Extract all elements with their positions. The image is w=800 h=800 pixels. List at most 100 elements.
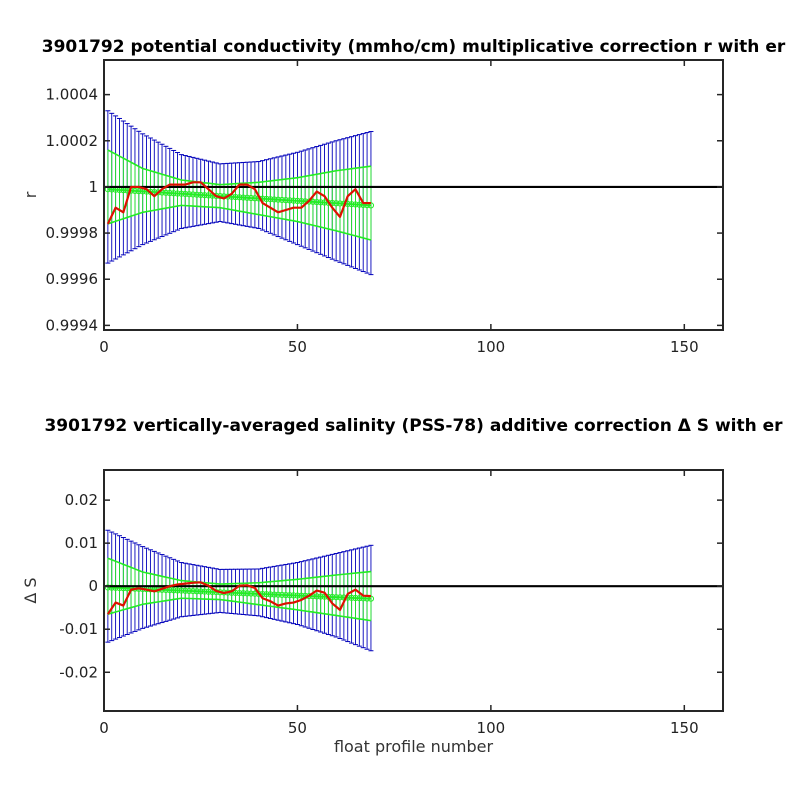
fit-point <box>317 593 324 600</box>
fit-point <box>189 191 197 198</box>
fit-point <box>333 200 340 207</box>
fit-point <box>170 587 177 594</box>
fit-point <box>186 587 193 595</box>
fit-point <box>147 188 154 195</box>
inner-band-upper <box>107 557 372 585</box>
fit-point <box>321 199 328 206</box>
fit-point <box>263 591 270 598</box>
fit-point <box>174 587 181 594</box>
x-tick-label: 100 <box>477 338 506 356</box>
fit-point <box>352 201 359 208</box>
fit-point <box>240 194 247 201</box>
y-tick-label: 0.9996 <box>46 270 99 288</box>
fit-point <box>166 189 173 197</box>
fit-point <box>205 588 212 595</box>
fit-point <box>309 198 317 205</box>
fit-point <box>155 189 162 196</box>
fit-point <box>244 590 251 597</box>
y-tick-label: -0.01 <box>59 620 98 638</box>
fit-point <box>313 198 320 206</box>
fit-point <box>193 191 200 198</box>
x-tick-label: 150 <box>670 719 699 737</box>
x-tick-label: 0 <box>99 719 109 737</box>
fit-point <box>313 593 320 600</box>
chart-panel-2: 0 50 100 150 -0.02 -0.01 0 0.01 0.02 3901792 vert… <box>21 416 783 756</box>
fit-point <box>294 592 301 599</box>
fit-point <box>197 191 204 199</box>
fit-point <box>182 587 189 594</box>
fit-point <box>348 201 355 208</box>
fit-point <box>201 192 208 199</box>
fit-point <box>274 591 282 598</box>
y-tick-label: 0.02 <box>65 491 98 509</box>
fit-point <box>271 196 278 203</box>
fit-point <box>178 190 185 197</box>
fit-point <box>197 588 204 595</box>
fit-point <box>263 195 270 203</box>
chart-panel-1: 0 50 100 150 0.9994 0.9996 0.9998 1 1.0002 1.0004… <box>21 37 786 356</box>
fit-point <box>178 587 185 594</box>
fit-point <box>205 192 212 199</box>
fit-point <box>232 193 239 201</box>
fit-point <box>170 190 177 197</box>
x-tick-label: 50 <box>288 338 307 356</box>
y-tick-label: 0 <box>88 577 98 595</box>
fit-point <box>131 187 139 194</box>
y-tick-label: 1 <box>88 178 98 196</box>
fit-point <box>166 587 173 594</box>
x-tick-label: 100 <box>477 719 506 737</box>
fit-point <box>201 588 208 595</box>
fit-point <box>329 593 336 601</box>
fit-point <box>108 584 115 591</box>
fit-point <box>174 190 181 197</box>
x-tick-label: 150 <box>670 338 699 356</box>
fit-point <box>305 198 313 205</box>
fit-point <box>189 588 197 595</box>
y-tick-label: 1.0004 <box>46 86 99 104</box>
fit-point <box>282 591 289 599</box>
x-axis-label: float profile number <box>334 737 494 756</box>
fit-point <box>298 198 305 205</box>
correction-line <box>106 181 371 225</box>
y-tick-label: 1.0002 <box>46 132 99 150</box>
fit-point <box>251 195 258 202</box>
fit-point <box>193 588 200 595</box>
axes-frame <box>103 469 724 712</box>
fit-point <box>267 591 274 598</box>
fit-point <box>336 594 344 601</box>
fit-point <box>317 199 324 206</box>
correction-line <box>106 581 372 615</box>
fit-point <box>290 197 297 204</box>
fit-point <box>333 594 340 601</box>
x-tick-label: 50 <box>288 719 307 737</box>
fit-point <box>336 200 344 207</box>
inner-band-lower <box>107 204 372 241</box>
fit-point <box>271 591 278 598</box>
y-tick-label: 0.9998 <box>46 224 99 242</box>
fit-point <box>278 591 286 598</box>
plot-area <box>104 529 723 652</box>
plot-area <box>104 110 723 276</box>
fit-point <box>294 197 301 204</box>
fit-point <box>356 201 363 208</box>
y-axis-label: Δ S <box>21 577 40 603</box>
fit-point <box>352 594 359 602</box>
fit-point <box>186 191 193 198</box>
chart-title: 3901792 potential conductivity (mmho/cm)… <box>42 37 786 57</box>
chart-title: 3901792 vertically-averaged salinity (PS… <box>44 416 783 436</box>
fit-point <box>274 196 282 203</box>
fit-point <box>251 590 258 597</box>
fit-point <box>236 194 243 201</box>
y-tick-label: 0.9994 <box>46 316 99 334</box>
fit-point <box>247 194 255 202</box>
fit-point <box>244 194 251 201</box>
fit-point <box>298 592 305 599</box>
y-axis-label: r <box>21 191 40 198</box>
fit-point <box>267 196 274 203</box>
axes-frame <box>103 59 724 331</box>
fit-point <box>182 190 189 198</box>
fit-point <box>286 592 293 599</box>
fit-point <box>290 592 297 599</box>
fit-point <box>348 594 355 601</box>
